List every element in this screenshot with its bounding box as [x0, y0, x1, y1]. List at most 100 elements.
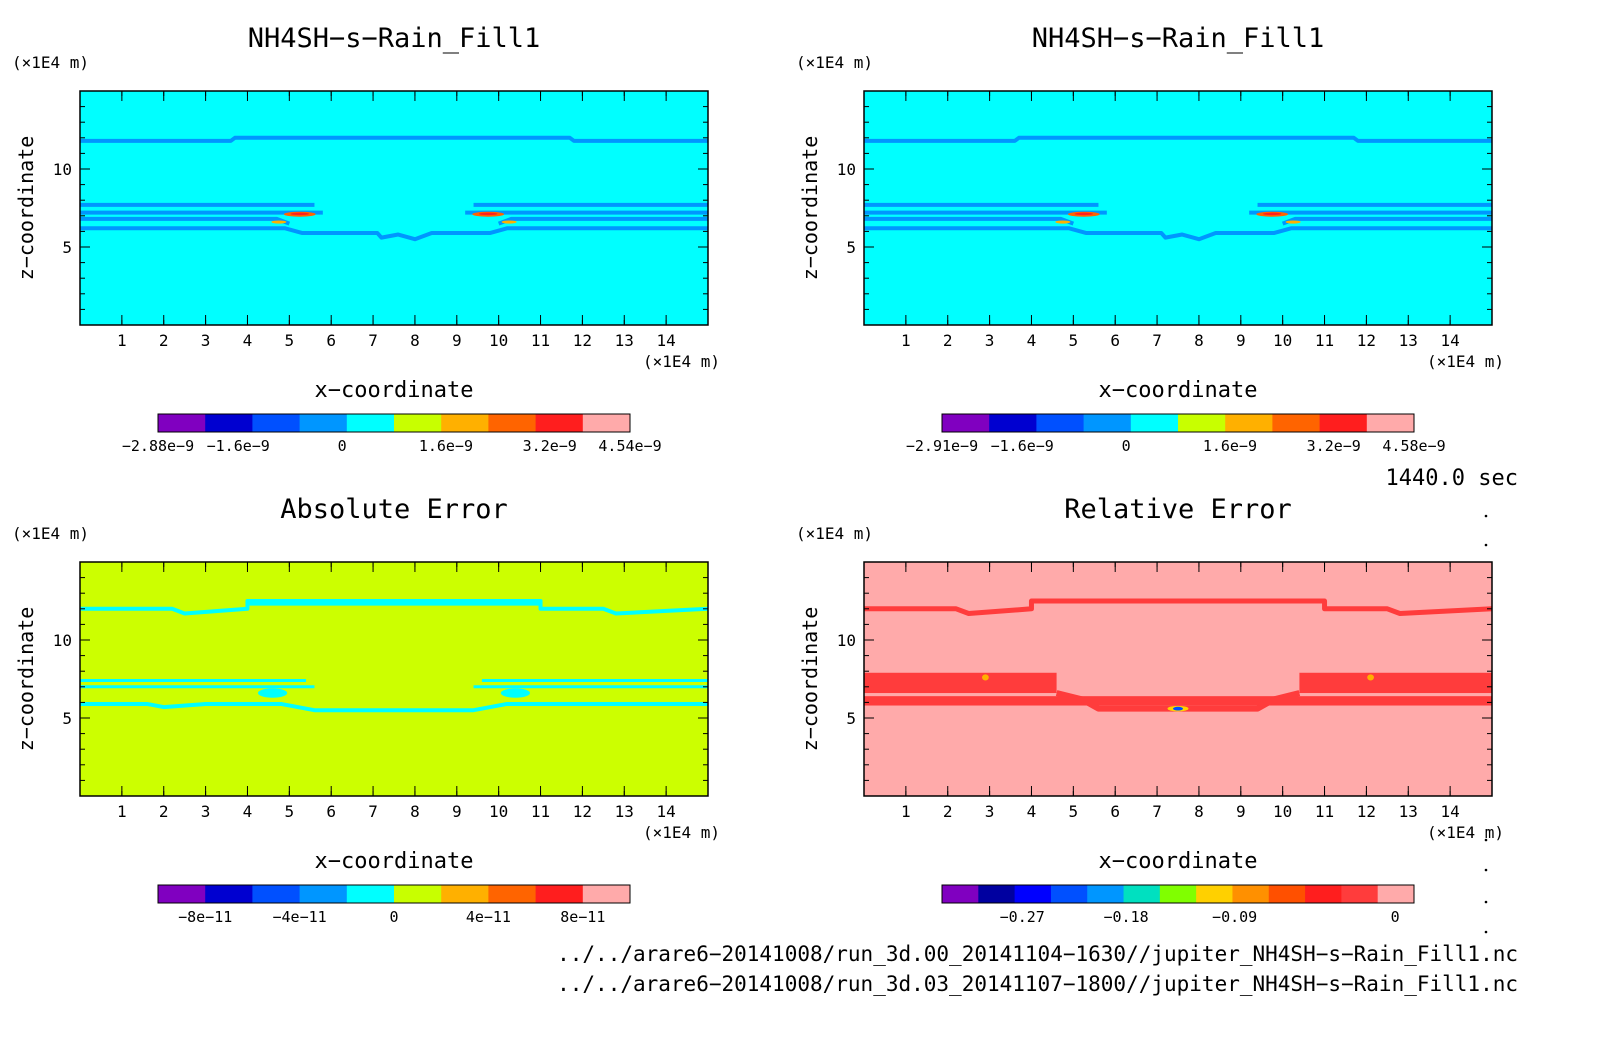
colorbar-swatch [989, 414, 1037, 432]
y-axis-label: z−coordinate [14, 607, 38, 752]
colorbar-swatch [158, 414, 206, 432]
y-tick-label: 10 [53, 160, 72, 179]
colorbar-label: −2.91e−9 [906, 437, 978, 455]
contour-region [1299, 672, 1492, 694]
colorbar-swatch [535, 885, 584, 903]
colorbar-label: 1.6e−9 [419, 437, 473, 455]
field-background [80, 91, 708, 325]
y-unit-label: (×1E4 m) [796, 524, 873, 543]
x-tick-label: 12 [573, 331, 592, 350]
x-tick-label: 14 [1441, 802, 1460, 821]
x-tick-label: 10 [1273, 802, 1292, 821]
colorbar-swatch [942, 414, 990, 432]
colorbar-swatch [1272, 414, 1321, 432]
x-axis-label: x−coordinate [315, 378, 474, 403]
x-tick-label: 14 [657, 802, 676, 821]
contour-band [864, 226, 1492, 242]
colorbar-label: −4e−11 [273, 908, 327, 926]
margin-dot [1484, 543, 1488, 547]
x-tick-label: 6 [1110, 802, 1120, 821]
colorbar-swatch [205, 885, 253, 903]
x-tick-label: 8 [1194, 802, 1204, 821]
x-tick-label: 11 [1315, 331, 1334, 350]
x-tick-label: 11 [531, 802, 550, 821]
x-tick-label: 10 [489, 331, 508, 350]
contour-band [80, 135, 708, 143]
colorbar-label: −0.18 [1104, 908, 1149, 926]
x-tick-label: 7 [1152, 331, 1162, 350]
contour-spot [501, 220, 517, 224]
y-unit-label: (×1E4 m) [12, 53, 89, 72]
x-tick-label: 9 [452, 802, 462, 821]
colorbar-frame [941, 413, 1415, 433]
colorbar-frame [941, 884, 1415, 904]
colorbar-swatch [1305, 885, 1342, 903]
colorbar-swatch [394, 414, 442, 432]
colorbar-swatch [394, 885, 442, 903]
colorbar-swatch [158, 885, 206, 903]
colorbar-label: 4.54e−9 [598, 437, 661, 455]
contour-spot [1262, 212, 1282, 216]
colorbar-swatch [441, 885, 489, 903]
x-unit-label: (×1E4 m) [1427, 823, 1504, 842]
x-tick-label: 2 [159, 331, 169, 350]
colorbar-swatch [1083, 414, 1132, 432]
colorbar-swatch [1341, 885, 1379, 903]
colorbar-swatch [1130, 414, 1179, 432]
margin-dot [1484, 838, 1488, 842]
colorbar-swatch [1087, 885, 1125, 903]
colorbar-swatch [582, 414, 631, 432]
colorbar-frame [157, 884, 631, 904]
y-tick-label: 5 [62, 238, 72, 257]
colorbar-swatch [1232, 885, 1270, 903]
margin-dot [1484, 930, 1488, 934]
x-tick-label: 4 [1027, 802, 1037, 821]
colorbar-swatch [942, 885, 979, 903]
y-tick-label: 5 [62, 709, 72, 728]
colorbar-label: 0 [1122, 437, 1131, 455]
colorbar-label: 1.6e−9 [1203, 437, 1257, 455]
y-tick-label: 5 [846, 709, 856, 728]
colorbar-swatch [1268, 885, 1306, 903]
x-tick-label: 5 [285, 802, 295, 821]
x-tick-label: 1 [901, 331, 911, 350]
file-path-1: ../../arare6−20141008/run_3d.00_20141104… [557, 942, 1518, 966]
y-axis-label: z−coordinate [798, 136, 822, 281]
x-tick-label: 6 [326, 802, 336, 821]
y-tick-label: 5 [846, 238, 856, 257]
x-tick-label: 7 [368, 802, 378, 821]
contour-region [864, 696, 1492, 706]
colorbar-swatch [1377, 885, 1415, 903]
colorbar-swatch [299, 414, 348, 432]
colorbar-swatch [346, 414, 395, 432]
plot-frame [79, 561, 709, 797]
x-unit-label: (×1E4 m) [1427, 352, 1504, 371]
colorbar-swatch [535, 414, 584, 432]
y-tick-label: 10 [837, 160, 856, 179]
x-tick-label: 10 [489, 802, 508, 821]
colorbar-swatch [978, 885, 1016, 903]
chart-panel-2: 1 2 3 4 5 6 7 8 9 10 11 12 13 14510NH4SH−s−Rain_Fill1… [796, 23, 1504, 455]
colorbar-label: 0 [389, 908, 398, 926]
x-tick-label: 3 [985, 802, 995, 821]
x-tick-label: 12 [1357, 331, 1376, 350]
x-tick-label: 9 [452, 331, 462, 350]
x-unit-label: (×1E4 m) [643, 823, 720, 842]
plot-frame [863, 561, 1493, 797]
colorbar: −2.88e−9 −1.6e−9 0 1.6e−9 3.2e−9 4.54e−9 [122, 413, 662, 455]
x-tick-label: 13 [615, 331, 634, 350]
y-unit-label: (×1E4 m) [796, 53, 873, 72]
contour-band [80, 226, 708, 242]
chart-title: NH4SH−s−Rain_Fill1 [248, 23, 541, 54]
x-tick-label: 7 [368, 331, 378, 350]
colorbar-label: 0 [338, 437, 347, 455]
x-tick-label: 8 [410, 331, 420, 350]
contour-band [864, 598, 1493, 616]
colorbar-swatch [205, 414, 253, 432]
margin-dot [1484, 900, 1488, 904]
margin-dot [1484, 868, 1488, 872]
x-tick-label: 3 [201, 802, 211, 821]
x-axis-label: x−coordinate [1099, 849, 1258, 874]
